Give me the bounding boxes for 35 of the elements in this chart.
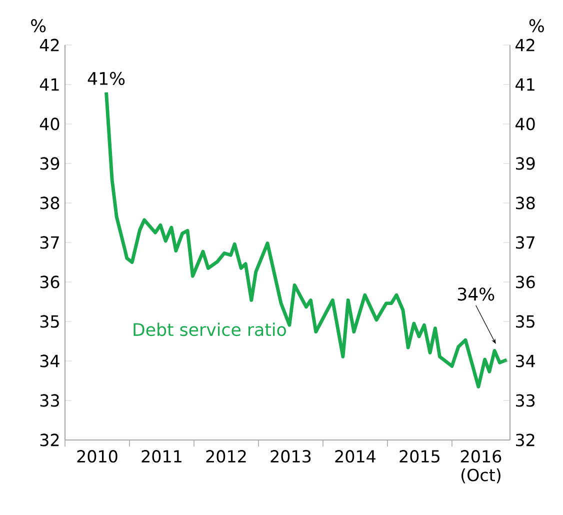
y-tick-label: 38 [40,196,60,210]
y2-tick-label: 33 [516,394,535,407]
y2-tick-label: 38 [516,196,535,210]
y-tick-label: 39 [40,157,60,170]
x-tick-label: 2012 [206,450,246,463]
y2-tick-label: 42 [516,38,534,52]
x-tick-label: 2014 [335,450,376,463]
x-tick-label: 2013 [270,450,311,463]
y-tick-label: 40 [40,118,60,130]
y2-tick-label: 32 [516,434,534,446]
y2-tick-label: 35 [516,315,534,328]
x-tick-label: 2015 [400,450,440,463]
y-tick-label: 37 [40,236,59,249]
line-series [104,90,509,388]
y2-tick-label: 41 [516,78,534,91]
x-tick-label: 2010 [77,450,118,463]
y2-tick-label: 37 [516,236,534,249]
y-axis-title: % [31,19,46,32]
y2-tick-label: 36 [516,276,535,288]
annotation: 41% [88,72,125,86]
y2-tick-label: 40 [516,118,535,130]
y2-axis-title: % [529,19,544,32]
y-tick-label: 32 [40,434,59,446]
y2-tick-label: 34 [516,354,535,368]
y-tick-label: 34 [40,354,60,368]
y2-tick-label: 39 [516,157,535,170]
y-tick-label: 33 [40,394,59,407]
annotation: 34% [458,288,494,301]
y-tick-label: 35 [40,315,59,328]
x-tick-label: 2016 (Oct) [460,450,502,484]
x-tick-label: 2011 [142,450,182,463]
series-label: Debt service ratio [134,322,286,336]
y-tick-label: 41 [40,78,59,91]
y-tick-label: 36 [40,276,60,288]
y-tick-label: 42 [40,38,59,52]
